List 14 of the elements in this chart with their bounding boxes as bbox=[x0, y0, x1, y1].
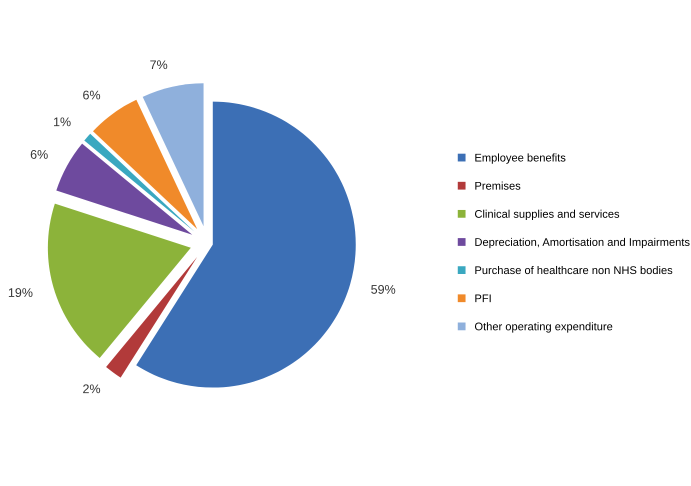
legend-label: Clinical supplies and services bbox=[475, 210, 620, 220]
data-label: 59% bbox=[371, 284, 396, 294]
legend-label: Employee benefits bbox=[475, 153, 566, 164]
data-label: 1% bbox=[54, 117, 71, 126]
legend-label: PFI bbox=[475, 294, 491, 302]
data-label: 19% bbox=[8, 288, 32, 298]
data-label: 7% bbox=[150, 60, 168, 70]
legend-label: Purchase of healthcare non NHS bodies bbox=[475, 266, 672, 274]
legend-label: Premises bbox=[475, 182, 520, 190]
data-label: 6% bbox=[83, 90, 100, 100]
legend-label: Other operating expenditure bbox=[474, 322, 612, 333]
legend-label: Depreciation, Amortisation and Impairments bbox=[475, 238, 690, 248]
data-label: 2% bbox=[83, 384, 100, 394]
data-label: 6% bbox=[30, 150, 48, 159]
